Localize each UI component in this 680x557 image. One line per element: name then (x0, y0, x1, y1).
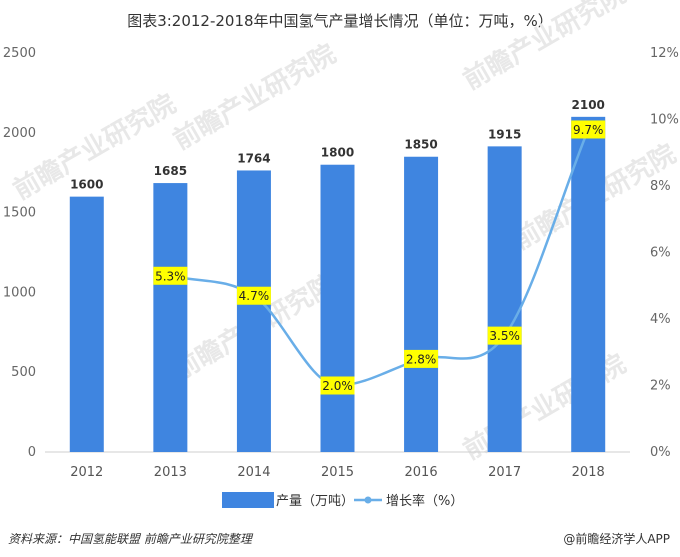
y-left-tick-label: 0 (28, 445, 36, 460)
growth-rate-label-bg (404, 349, 439, 368)
y-left-tick-label: 2500 (3, 46, 36, 61)
growth-rate-label-bg (571, 120, 606, 139)
growth-rate-label: 2.8% (406, 352, 437, 366)
x-tick-label: 2017 (488, 465, 521, 480)
bar-value-label: 1600 (70, 178, 103, 192)
bar-value-label: 1764 (237, 151, 270, 165)
axes-layer: 0 500 1000 1500 2000 2500 0% 2% 4% 6% 8% 10% 12% 2012… (3, 46, 679, 480)
legend-label-line: 增长率（%） (386, 493, 463, 509)
watermark-text: 前瞻产业研究院 (458, 0, 631, 96)
y-right-tick-label: 2% (650, 379, 671, 394)
chart-title: 图表3:2012-2018年中国氢气产量增长情况（单位：万吨，%） (127, 12, 553, 30)
growth-rate-label: 4.7% (239, 289, 270, 303)
legend-label-bar: 产量（万吨） (276, 494, 354, 509)
growth-rate-label: 5.3% (155, 269, 186, 283)
bar (404, 156, 439, 453)
y-right-tick-label: 10% (650, 113, 679, 128)
x-tick-label: 2014 (237, 465, 270, 480)
bar-value-label: 1685 (154, 164, 187, 178)
bar-value-label: 1800 (321, 146, 354, 160)
bar (571, 116, 606, 452)
bar (153, 183, 188, 452)
growth-rate-label: 3.5% (489, 329, 520, 343)
bars-layer: 1600 1685 1764 1800 1850 1915 2100 (69, 98, 606, 453)
growth-rate-label: 2.0% (322, 379, 353, 393)
y-right-tick-label: 6% (650, 246, 671, 261)
bar (236, 170, 271, 452)
line-layer: 5.3% 4.7% 2.0% 2.8% 3.5% 9.7% (153, 120, 606, 395)
y-left-tick-label: 2000 (3, 126, 36, 141)
bar-value-label: 1850 (404, 138, 437, 152)
growth-rate-label-bg (236, 286, 271, 305)
y-left-tick-label: 500 (11, 365, 36, 380)
x-tick-label: 2016 (405, 465, 438, 480)
x-tick-label: 2018 (572, 465, 605, 480)
x-tick-label: 2015 (321, 465, 354, 480)
x-tick-label: 2013 (154, 465, 187, 480)
bar-value-label: 2100 (572, 98, 605, 112)
watermark-text: 前瞻产业研究院 (168, 38, 341, 156)
bar-value-label: 1915 (488, 127, 521, 141)
bar (320, 164, 355, 452)
legend-swatch-point (364, 496, 372, 504)
y-right-tick-label: 8% (650, 179, 671, 194)
y-right-tick-label: 0% (650, 445, 671, 460)
growth-rate-label-bg (153, 266, 188, 285)
bar (487, 146, 522, 452)
legend-swatch-bar (222, 492, 274, 508)
y-right-tick-label: 12% (650, 46, 679, 61)
y-left-tick-label: 1500 (3, 206, 36, 221)
growth-rate-label-bg (487, 326, 522, 345)
legend: 产量（万吨） 增长率（%） (222, 492, 463, 509)
y-left-tick-label: 1000 (3, 285, 36, 300)
x-tick-label: 2012 (70, 465, 103, 480)
growth-rate-label: 9.7% (573, 123, 604, 137)
y-right-tick-label: 4% (650, 312, 671, 327)
brand-credit: @前瞻经济学人APP (563, 532, 670, 546)
bar (69, 196, 104, 452)
growth-rate-label-bg (320, 376, 355, 395)
source-note: 资料来源：中国氢能联盟 前瞻产业研究院整理 (8, 532, 252, 546)
